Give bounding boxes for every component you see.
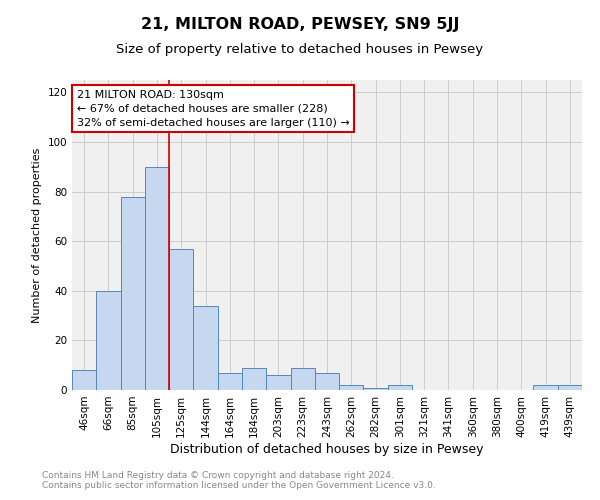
Bar — [72, 370, 96, 390]
Bar — [121, 196, 145, 390]
Bar — [193, 306, 218, 390]
X-axis label: Distribution of detached houses by size in Pewsey: Distribution of detached houses by size … — [170, 442, 484, 456]
Text: 21, MILTON ROAD, PEWSEY, SN9 5JJ: 21, MILTON ROAD, PEWSEY, SN9 5JJ — [141, 18, 459, 32]
Bar — [558, 385, 582, 390]
Bar — [533, 385, 558, 390]
Bar — [388, 385, 412, 390]
Bar — [290, 368, 315, 390]
Bar — [364, 388, 388, 390]
Text: 21 MILTON ROAD: 130sqm
← 67% of detached houses are smaller (228)
32% of semi-de: 21 MILTON ROAD: 130sqm ← 67% of detached… — [77, 90, 350, 128]
Bar — [242, 368, 266, 390]
Bar — [315, 372, 339, 390]
Bar — [218, 372, 242, 390]
Bar — [266, 375, 290, 390]
Bar — [169, 248, 193, 390]
Text: Contains public sector information licensed under the Open Government Licence v3: Contains public sector information licen… — [42, 480, 436, 490]
Y-axis label: Number of detached properties: Number of detached properties — [32, 148, 42, 322]
Text: Size of property relative to detached houses in Pewsey: Size of property relative to detached ho… — [116, 42, 484, 56]
Text: Contains HM Land Registry data © Crown copyright and database right 2024.: Contains HM Land Registry data © Crown c… — [42, 470, 394, 480]
Bar — [96, 291, 121, 390]
Bar — [145, 167, 169, 390]
Bar — [339, 385, 364, 390]
